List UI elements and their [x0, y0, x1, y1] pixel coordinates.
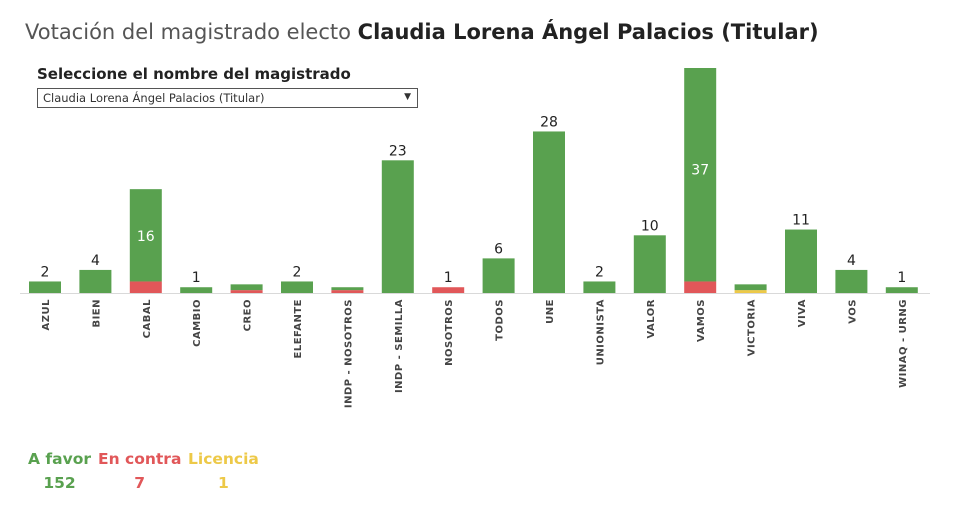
x-tick-label-cabal: CABAL — [142, 299, 153, 338]
x-tick-label-elefante: ELEFANTE — [293, 299, 304, 358]
bar-bien-a-favor[interactable] — [79, 269, 112, 293]
bar-cabal-en-contra[interactable] — [129, 281, 162, 293]
title-prefix: Votación del magistrado electo — [25, 20, 358, 44]
bar-azul-a-favor[interactable] — [29, 281, 61, 293]
bar-viva-a-favor[interactable] — [785, 229, 817, 293]
bar-vamos-a-favor[interactable] — [684, 68, 717, 282]
title-magistrate-name: Claudia Lorena Ángel Palacios (Titular) — [357, 20, 819, 44]
magistrate-select-value: Claudia Lorena Ángel Palacios (Titular) — [43, 91, 265, 105]
bar-cabal-a-favor[interactable] — [129, 189, 162, 282]
x-tick-label-victoria: VICTORIA — [747, 299, 758, 356]
bar-unionista-a-favor[interactable] — [583, 281, 616, 293]
summary-en-contra: En contra 7 — [98, 450, 181, 492]
data-label-viva: 11 — [792, 213, 810, 229]
selector-label: Seleccione el nombre del magistrado — [37, 65, 351, 83]
bar-une-a-favor[interactable] — [533, 131, 565, 293]
bar-creo-en-contra[interactable] — [230, 290, 263, 293]
data-label-cabal: 16 — [137, 229, 155, 245]
x-tick-label-vos: VOS — [847, 299, 858, 324]
bar-vamos-en-contra[interactable] — [684, 281, 717, 293]
data-label-bien: 4 — [91, 253, 100, 269]
bar-winaq-urng-a-favor[interactable] — [885, 287, 918, 293]
data-label-elefante: 2 — [293, 264, 302, 280]
x-tick-label-azul: AZUL — [41, 299, 52, 331]
x-tick-label-creo: CREO — [243, 299, 254, 331]
data-label-azul: 2 — [41, 264, 50, 280]
x-tick-label-indp-semilla: INDP - SEMILLA — [394, 299, 405, 393]
summary-licencia-label: Licencia — [188, 450, 259, 468]
bar-creo-a-favor[interactable] — [230, 284, 263, 291]
bar-todos-a-favor[interactable] — [482, 258, 515, 293]
bar-indp-semilla-a-favor[interactable] — [381, 160, 414, 293]
summary-licencia-value: 1 — [218, 474, 229, 492]
summary-a-favor-value: 152 — [43, 474, 76, 492]
summary-en-contra-label: En contra — [98, 450, 182, 468]
x-tick-label-valor: VALOR — [646, 299, 657, 339]
bar-vos-a-favor[interactable] — [835, 269, 868, 293]
data-label-valor: 10 — [641, 218, 659, 234]
data-label-todos: 6 — [494, 241, 503, 257]
triangle-down-icon[interactable]: ▼ — [404, 92, 411, 102]
summary-a-favor-label: A favor — [28, 450, 91, 468]
bar-cambio-a-favor[interactable] — [180, 287, 213, 293]
x-tick-label-todos: TODOS — [495, 299, 506, 341]
x-tick-label-indp-nosotros: INDP - NOSOTROS — [343, 299, 354, 408]
bar-elefante-a-favor[interactable] — [281, 281, 313, 293]
magistrate-select[interactable]: Claudia Lorena Ángel Palacios (Titular) … — [37, 88, 418, 108]
bar-indp-nosotros-a-favor[interactable] — [331, 287, 364, 291]
data-label-une: 28 — [540, 114, 558, 130]
data-label-cambio: 1 — [192, 270, 201, 286]
x-tick-label-cambio: CAMBIO — [192, 299, 203, 347]
data-label-vamos: 37 — [691, 162, 709, 178]
data-label-unionista: 2 — [595, 264, 604, 280]
bar-victoria-a-favor[interactable] — [734, 284, 767, 291]
bar-victoria-licencia[interactable] — [734, 290, 767, 293]
bar-indp-nosotros-en-contra[interactable] — [331, 290, 364, 293]
x-tick-label-unionista: UNIONISTA — [595, 299, 606, 365]
data-label-vos: 4 — [847, 253, 856, 269]
summary-a-favor: A favor 152 — [28, 450, 91, 492]
bar-valor-a-favor[interactable] — [633, 235, 666, 293]
summary-licencia: Licencia 1 — [188, 450, 259, 492]
x-tick-label-une: UNE — [545, 299, 556, 324]
x-tick-label-vamos: VAMOS — [696, 299, 707, 342]
x-tick-label-winaq-urng: WINAQ - URNG — [898, 299, 909, 388]
x-tick-label-nosotros: NOSOTROS — [444, 299, 455, 366]
x-tick-label-viva: VIVA — [797, 299, 808, 327]
data-label-winaq-urng: 1 — [897, 270, 906, 286]
data-label-indp-semilla: 23 — [389, 143, 407, 159]
data-label-nosotros: 1 — [444, 270, 453, 286]
page-title: Votación del magistrado electo Claudia L… — [25, 20, 819, 44]
summary-en-contra-value: 7 — [134, 474, 146, 492]
x-tick-label-bien: BIEN — [91, 299, 102, 328]
bar-nosotros-en-contra[interactable] — [432, 287, 465, 293]
